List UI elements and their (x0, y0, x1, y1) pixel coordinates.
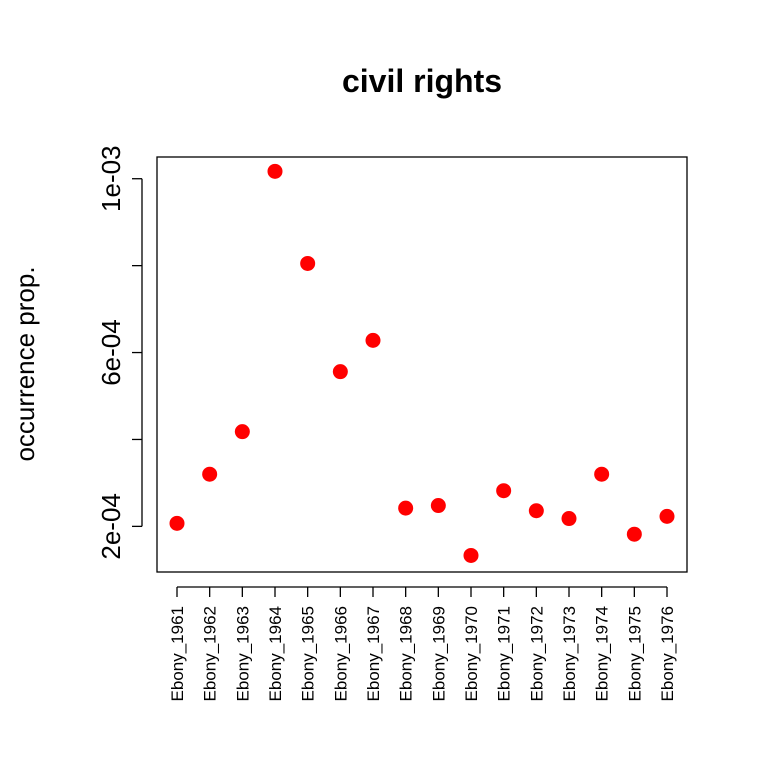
y-tick-label: 2e-04 (96, 493, 126, 560)
y-axis-label: occurrence prop. (10, 266, 40, 461)
data-point (332, 364, 348, 380)
data-point (300, 255, 316, 271)
data-point (626, 526, 642, 542)
x-tick-label: Ebony_1971 (495, 606, 514, 701)
data-point (496, 483, 512, 499)
plot-frame (156, 156, 688, 573)
x-tick-label: Ebony_1963 (233, 606, 252, 701)
data-point (365, 332, 381, 348)
x-tick-label: Ebony_1972 (527, 606, 546, 701)
data-point (430, 498, 446, 514)
data-point (202, 466, 218, 482)
x-tick-label: Ebony_1965 (299, 606, 318, 701)
data-point (561, 511, 577, 527)
data-point (659, 508, 675, 524)
x-tick-label: Ebony_1975 (625, 606, 644, 701)
y-tick-label: 6e-04 (96, 319, 126, 386)
x-axis: Ebony_1961 Ebony_1962 Ebony_1963 Ebony_1964… (168, 586, 677, 701)
x-tick-label: Ebony_1974 (593, 606, 612, 701)
data-point (398, 500, 414, 516)
y-tick-label: 1e-03 (96, 145, 126, 212)
x-tick-label: Ebony_1962 (201, 606, 220, 701)
data-points (169, 163, 675, 563)
x-tick-label: Ebony_1976 (658, 606, 677, 701)
data-point (234, 424, 250, 440)
x-tick-label: Ebony_1967 (364, 606, 383, 701)
x-tick-label: Ebony_1961 (168, 606, 187, 701)
data-point (594, 466, 610, 482)
data-point (528, 503, 544, 519)
x-tick-label: Ebony_1970 (462, 606, 481, 701)
x-tick-label: Ebony_1973 (560, 606, 579, 701)
data-point (267, 163, 283, 179)
data-point (463, 547, 479, 563)
chart-title: civil rights (342, 63, 502, 99)
x-tick-label: Ebony_1969 (429, 606, 448, 701)
x-tick-label: Ebony_1966 (331, 606, 350, 701)
x-tick-label: Ebony_1968 (397, 606, 416, 701)
x-tick-label: Ebony_1964 (266, 606, 285, 701)
data-point (169, 515, 185, 531)
y-axis: 2e-04 6e-04 1e-03 (96, 145, 143, 560)
